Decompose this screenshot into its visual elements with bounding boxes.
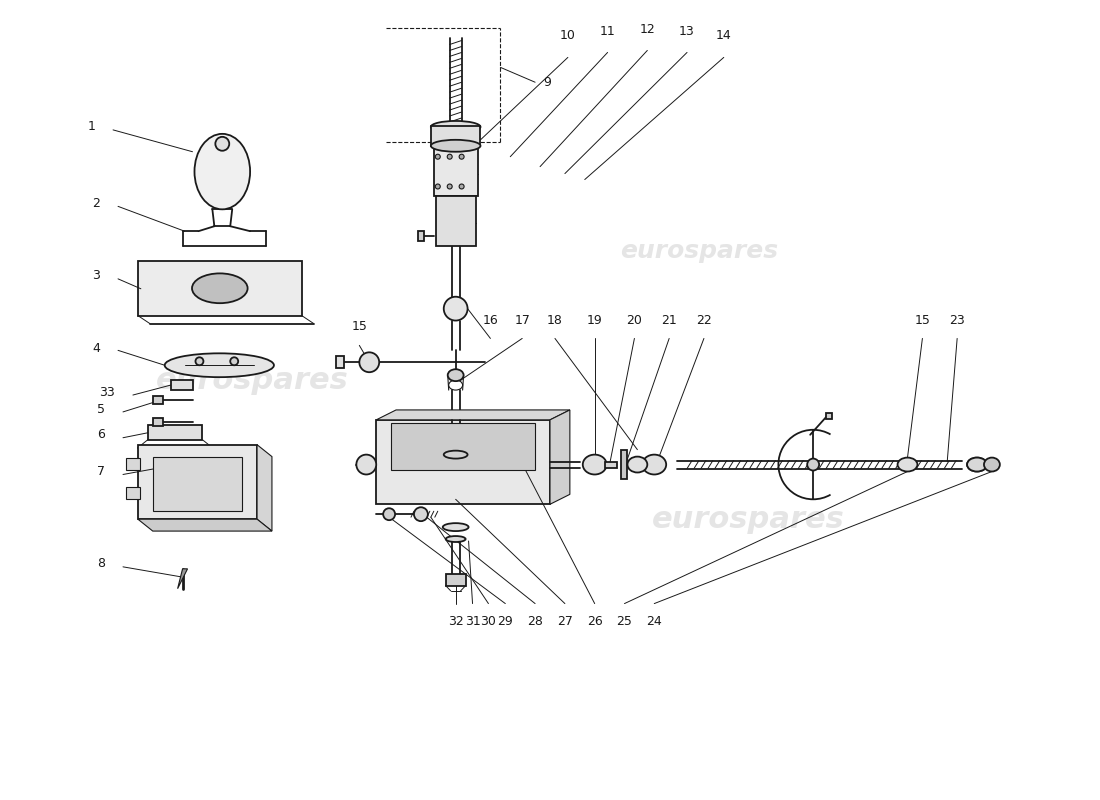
Text: eurospares: eurospares	[156, 366, 349, 394]
Text: 16: 16	[483, 314, 498, 326]
Text: 11: 11	[600, 25, 616, 38]
Circle shape	[448, 184, 452, 189]
Polygon shape	[257, 445, 272, 531]
Bar	[138, 445, 257, 519]
Bar	[418, 231, 424, 241]
Text: 24: 24	[647, 615, 662, 629]
Text: 27: 27	[557, 615, 573, 629]
Bar	[436, 197, 475, 246]
Ellipse shape	[967, 458, 987, 471]
Bar	[605, 462, 616, 467]
Text: 32: 32	[448, 615, 463, 629]
Ellipse shape	[642, 454, 667, 474]
Bar	[126, 487, 140, 499]
Bar	[392, 423, 535, 470]
Bar	[126, 458, 140, 470]
Text: 8: 8	[97, 558, 106, 570]
Ellipse shape	[431, 121, 481, 133]
Polygon shape	[138, 519, 272, 531]
Text: 6: 6	[97, 428, 106, 442]
Circle shape	[459, 154, 464, 159]
Text: 33: 33	[99, 386, 116, 398]
Bar	[376, 420, 550, 504]
Bar	[138, 261, 301, 315]
Circle shape	[196, 358, 204, 366]
Ellipse shape	[967, 458, 987, 471]
Text: 23: 23	[949, 314, 965, 326]
Text: 26: 26	[586, 615, 603, 629]
Text: 13: 13	[679, 25, 695, 38]
Text: 30: 30	[481, 615, 496, 629]
Circle shape	[356, 454, 376, 474]
Bar	[147, 425, 202, 440]
Text: 25: 25	[616, 615, 632, 629]
Ellipse shape	[627, 457, 647, 473]
Text: 18: 18	[547, 314, 563, 326]
Circle shape	[383, 508, 395, 520]
Circle shape	[436, 184, 440, 189]
Bar	[431, 126, 481, 146]
Bar	[446, 574, 465, 586]
Ellipse shape	[195, 134, 250, 210]
Bar	[153, 457, 242, 511]
Bar	[826, 413, 832, 419]
Text: 14: 14	[716, 30, 732, 42]
Ellipse shape	[442, 523, 469, 531]
Text: 12: 12	[639, 22, 656, 35]
Polygon shape	[550, 410, 570, 504]
Text: 29: 29	[497, 615, 514, 629]
Text: 7: 7	[97, 465, 106, 478]
Bar	[153, 396, 163, 404]
Ellipse shape	[165, 354, 274, 377]
Text: 3: 3	[92, 270, 100, 282]
Text: 28: 28	[527, 615, 543, 629]
Bar	[621, 450, 627, 479]
Text: 9: 9	[543, 76, 551, 89]
Circle shape	[436, 154, 440, 159]
Text: 2: 2	[92, 197, 100, 210]
Text: 15: 15	[914, 314, 931, 326]
Circle shape	[360, 352, 379, 372]
Ellipse shape	[431, 140, 481, 152]
Text: 17: 17	[515, 314, 530, 326]
Text: 10: 10	[560, 30, 575, 42]
Bar	[433, 146, 477, 197]
Bar	[153, 418, 163, 426]
Circle shape	[230, 358, 239, 366]
Circle shape	[443, 297, 468, 321]
Ellipse shape	[446, 536, 465, 542]
Ellipse shape	[192, 274, 248, 303]
Text: 5: 5	[97, 403, 106, 417]
Bar	[337, 356, 344, 368]
Ellipse shape	[448, 370, 463, 381]
Ellipse shape	[583, 454, 606, 474]
Circle shape	[459, 184, 464, 189]
Bar	[170, 380, 192, 390]
Circle shape	[414, 507, 428, 521]
Ellipse shape	[984, 458, 1000, 471]
Ellipse shape	[898, 458, 917, 471]
Ellipse shape	[443, 450, 468, 458]
Text: 1: 1	[87, 121, 96, 134]
Text: 22: 22	[696, 314, 712, 326]
Text: eurospares: eurospares	[652, 505, 845, 534]
Text: 21: 21	[661, 314, 676, 326]
Polygon shape	[177, 569, 187, 589]
Text: 19: 19	[586, 314, 603, 326]
Circle shape	[448, 154, 452, 159]
Circle shape	[807, 458, 820, 470]
Circle shape	[216, 137, 229, 150]
Text: 4: 4	[92, 342, 100, 355]
Text: eurospares: eurospares	[620, 239, 778, 263]
Text: 15: 15	[351, 321, 367, 334]
Text: 31: 31	[464, 615, 481, 629]
Text: 20: 20	[627, 314, 642, 326]
Polygon shape	[376, 410, 570, 420]
